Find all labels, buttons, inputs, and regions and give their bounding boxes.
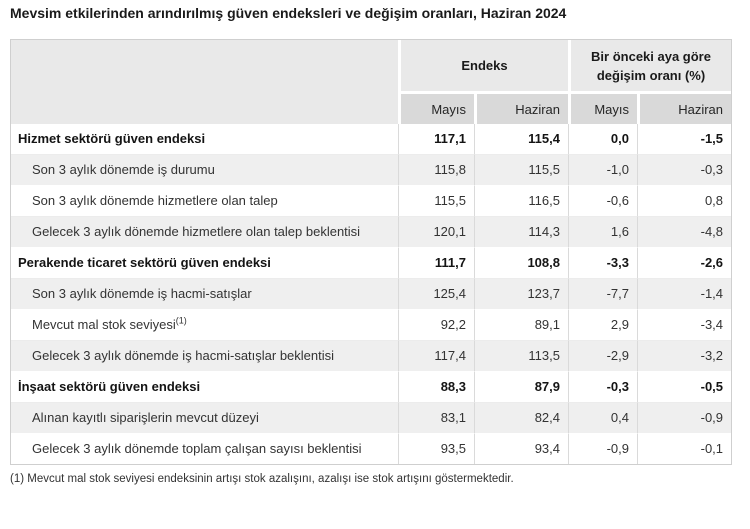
value-cell: 108,8 [474,248,568,279]
row-label: Mevcut mal stok seviyesi(1) [11,310,398,341]
table-row: Gelecek 3 aylık dönemde iş hacmi-satışla… [11,341,732,372]
row-label: Alınan kayıtlı siparişlerin mevcut düzey… [11,403,398,434]
value-cell: 125,4 [398,279,474,310]
footnote: (1) Mevcut mal stok seviyesi endeksinin … [10,473,514,485]
value-cell: -0,9 [568,434,637,464]
value-cell: 87,9 [474,372,568,403]
table-body: Hizmet sektörü güven endeksi 117,1 115,4… [11,124,732,464]
table-row: Son 3 aylık dönemde iş durumu 115,8 115,… [11,155,732,186]
subheader-change-mayis: Mayıs [568,94,637,124]
value-cell: 92,2 [398,310,474,341]
value-cell: 82,4 [474,403,568,434]
table-row: Son 3 aylık dönemde iş hacmi-satışlar 12… [11,279,732,310]
row-label: Son 3 aylık dönemde iş hacmi-satışlar [11,279,398,310]
value-cell: 0,8 [637,186,732,217]
table-row: Perakende ticaret sektörü güven endeksi … [11,248,732,279]
value-cell: 111,7 [398,248,474,279]
corner-header-cell [11,40,398,124]
value-cell: 1,6 [568,217,637,248]
subheader-endeks-haziran: Haziran [474,94,568,124]
table-row: Mevcut mal stok seviyesi(1) 92,2 89,1 2,… [11,310,732,341]
value-cell: -0,1 [637,434,732,464]
value-cell: -1,0 [568,155,637,186]
value-cell: 115,5 [398,186,474,217]
subheader-change-haziran: Haziran [637,94,732,124]
value-cell: 93,5 [398,434,474,464]
value-cell: -7,7 [568,279,637,310]
row-label: İnşaat sektörü güven endeksi [11,372,398,403]
value-cell: -4,8 [637,217,732,248]
value-cell: 117,1 [398,124,474,155]
table-row: Gelecek 3 aylık dönemde hizmetlere olan … [11,217,732,248]
value-cell: -3,2 [637,341,732,372]
value-cell: 2,9 [568,310,637,341]
value-cell: -3,4 [637,310,732,341]
value-cell: 120,1 [398,217,474,248]
page-title: Mevsim etkilerinden arındırılmış güven e… [10,5,567,21]
row-label: Son 3 aylık dönemde iş durumu [11,155,398,186]
table-row: Gelecek 3 aylık dönemde toplam çalışan s… [11,434,732,464]
value-cell: -0,6 [568,186,637,217]
value-cell: -0,5 [637,372,732,403]
value-cell: 83,1 [398,403,474,434]
value-cell: 115,8 [398,155,474,186]
value-cell: 0,0 [568,124,637,155]
value-cell: -3,3 [568,248,637,279]
header-month-row: Mayıs Haziran Mayıs Haziran [11,94,732,124]
value-cell: 93,4 [474,434,568,464]
value-cell: 116,5 [474,186,568,217]
table-header: Endeks Bir önceki aya göre değişim oranı… [11,40,732,124]
row-label: Perakende ticaret sektörü güven endeksi [11,248,398,279]
row-label: Gelecek 3 aylık dönemde hizmetlere olan … [11,217,398,248]
table-row: Son 3 aylık dönemde hizmetlere olan tale… [11,186,732,217]
value-cell: 115,5 [474,155,568,186]
value-cell: 88,3 [398,372,474,403]
value-cell: 115,4 [474,124,568,155]
value-cell: -1,5 [637,124,732,155]
header-group-row: Endeks Bir önceki aya göre değişim oranı… [11,40,732,124]
row-label: Gelecek 3 aylık dönemde toplam çalışan s… [11,434,398,464]
table-row: Hizmet sektörü güven endeksi 117,1 115,4… [11,124,732,155]
col-group-endeks: Endeks [398,40,568,94]
value-cell: -2,6 [637,248,732,279]
value-cell: 114,3 [474,217,568,248]
value-cell: 123,7 [474,279,568,310]
value-cell: -1,4 [637,279,732,310]
table-row: İnşaat sektörü güven endeksi 88,3 87,9 -… [11,372,732,403]
value-cell: 113,5 [474,341,568,372]
page: Mevsim etkilerinden arındırılmış güven e… [10,5,733,485]
col-group-change-rate: Bir önceki aya göre değişim oranı (%) [568,40,732,94]
value-cell: -2,9 [568,341,637,372]
value-cell: 89,1 [474,310,568,341]
row-label: Gelecek 3 aylık dönemde iş hacmi-satışla… [11,341,398,372]
confidence-index-table: Endeks Bir önceki aya göre değişim oranı… [10,39,733,465]
row-label: Hizmet sektörü güven endeksi [11,124,398,155]
value-cell: 117,4 [398,341,474,372]
value-cell: -0,3 [568,372,637,403]
value-cell: -0,3 [637,155,732,186]
value-cell: -0,9 [637,403,732,434]
subheader-endeks-mayis: Mayıs [398,94,474,124]
table-row: Alınan kayıtlı siparişlerin mevcut düzey… [11,403,732,434]
row-label: Son 3 aylık dönemde hizmetlere olan tale… [11,186,398,217]
value-cell: 0,4 [568,403,637,434]
